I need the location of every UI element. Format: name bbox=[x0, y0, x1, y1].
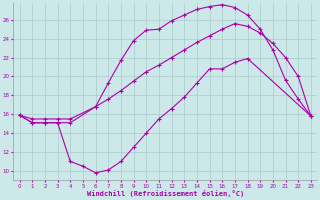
X-axis label: Windchill (Refroidissement éolien,°C): Windchill (Refroidissement éolien,°C) bbox=[87, 190, 244, 197]
